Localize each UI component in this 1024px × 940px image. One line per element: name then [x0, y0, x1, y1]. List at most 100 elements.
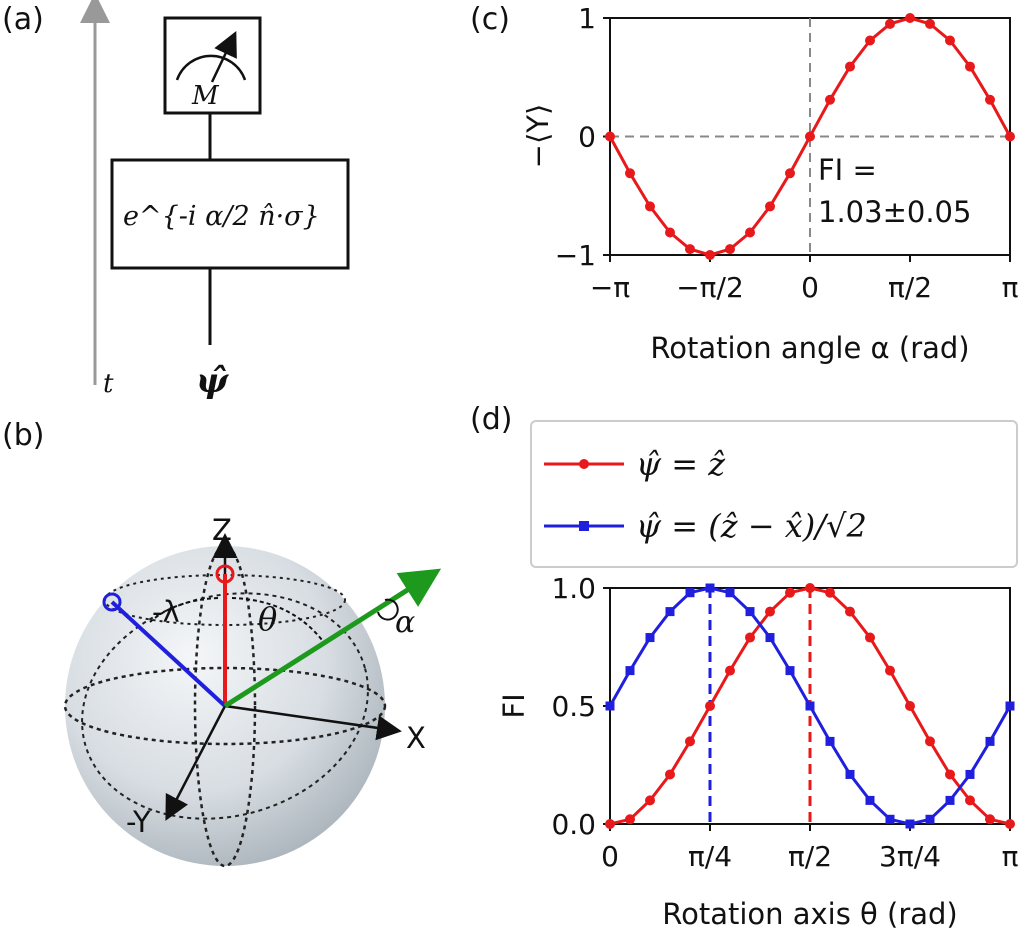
chart-d-point [664, 769, 675, 780]
chart-d-xtick-label: π/2 [788, 840, 832, 873]
chart-d-point [845, 769, 855, 779]
time-label: t [103, 369, 114, 399]
chart-d-ylabel: FI [497, 693, 531, 718]
chart-d-ytick-label: 0.0 [551, 808, 596, 841]
chart-c-xtick-label: −π [590, 271, 630, 304]
chart-d-point [645, 633, 655, 643]
chart-c-point [925, 18, 936, 29]
legend-red-marker [579, 459, 589, 469]
chart-d-ytick-label: 1.0 [551, 572, 596, 605]
meridian-1 [193, 544, 257, 868]
chart-c-point [765, 201, 776, 212]
chart-c-point [725, 244, 736, 255]
chart-d-xlabel: Rotation axis θ (rad) [662, 897, 958, 931]
chart-d-point [764, 606, 775, 617]
chart-d-point [605, 701, 615, 711]
chart-d-point [984, 814, 995, 825]
chart-c-ytick-label: 0 [578, 121, 596, 154]
legend-red-label: ψ̂ = ẑ [636, 445, 726, 483]
chart-d-point [625, 666, 635, 676]
alpha-rotation-icon [377, 598, 399, 621]
chart-d: 0 π/4 π/2 3π/4 π 1.0 0.5 0.0 FI Rotation axis θ… [497, 572, 1019, 931]
gate-box [110, 158, 350, 270]
chart-c-point [805, 131, 815, 142]
input-state-label: ψ̂ [196, 361, 229, 401]
chart-c-xtick-label: 0 [801, 271, 819, 304]
chart-d-point [805, 583, 815, 593]
circuit-diagram: t M e^{-i α/2 n̂·σ} ψ̂ [80, 0, 350, 401]
chart-d-point [784, 587, 795, 598]
chart-c-annotation-line1: FI = [818, 153, 877, 187]
legend-blue-marker [579, 521, 589, 531]
chart-d-point [705, 701, 715, 711]
chart-d-point [865, 795, 875, 805]
chart-d-point [925, 736, 936, 747]
chart-d-point [925, 814, 935, 824]
chart-d-xtick-label: π [1002, 840, 1019, 873]
chart-d-series [605, 583, 1015, 829]
x-axis [224, 704, 402, 741]
meter-icon [175, 30, 247, 83]
chart-d-xtick-label: 3π/4 [879, 840, 941, 873]
lambda-label: -λ [152, 595, 180, 629]
meter-box [163, 16, 262, 115]
chart-c-ylabel: −⟨Y⟩ [521, 104, 555, 169]
chart-d-point [665, 607, 675, 617]
bloch-sphere: Z X -Y -λ θ α [63, 513, 442, 868]
chart-c-point [884, 18, 895, 29]
chart-d-point [1005, 701, 1015, 711]
chart-c-point [744, 227, 755, 238]
alpha-label: α [395, 605, 415, 640]
rotation-axis-vector [223, 568, 442, 709]
legend-blue-label: ψ̂ = (ẑ − x̂)/√2 [636, 507, 867, 545]
blue-state-point [102, 592, 122, 612]
chart-c-xtick-label: −π/2 [676, 271, 744, 304]
chart-d-point [785, 666, 795, 676]
chart-d-legend: ψ̂ = ẑ ψ̂ = (ẑ − x̂)/√2 [530, 420, 1018, 568]
chart-d-point [864, 632, 875, 643]
blue-state-vector [110, 600, 227, 708]
red-state-point [215, 564, 235, 584]
chart-c-annotation-bg [812, 150, 1008, 232]
chart-d-point [945, 795, 955, 805]
panel-label-d: (d) [470, 402, 513, 437]
chart-d-point [745, 632, 756, 643]
chart-c-ticks: −π −π/2 0 π/2 π 1 0 −1 [555, 2, 1019, 304]
chart-c-xtick-label: π [1002, 271, 1019, 304]
chart-d-point [684, 736, 695, 747]
chart-d-ytick-label: 0.5 [551, 690, 596, 723]
chart-d-point [645, 795, 656, 806]
chart-d-point [705, 583, 715, 593]
chart-d-xtick-label: π/4 [688, 840, 732, 873]
chart-d-point [845, 606, 856, 617]
chart-c-point [825, 94, 836, 105]
chart-c: −π −π/2 0 π/2 π 1 0 −1 FI = 1.03±0.05 −⟨Y⟩ Rota… [521, 2, 1019, 365]
chart-c-point [984, 94, 995, 105]
chart-d-point [685, 588, 695, 598]
chart-d-xtick-label: 0 [601, 840, 619, 873]
chart-c-point [865, 35, 876, 46]
chart-c-point [625, 168, 636, 179]
chart-d-point [745, 607, 755, 617]
chart-c-ytick-label: 1 [578, 2, 596, 35]
chart-d-point [725, 588, 735, 598]
chart-c-point [905, 13, 915, 23]
x-label: X [406, 721, 426, 755]
chart-d-point [965, 769, 975, 779]
chart-d-point [945, 769, 956, 780]
chart-d-point [625, 814, 636, 825]
chart-d-ticks: 0 π/4 π/2 3π/4 π 1.0 0.5 0.0 [551, 572, 1018, 873]
theta-arc [231, 597, 323, 641]
chart-d-point [825, 587, 836, 598]
chart-d-point [884, 665, 895, 676]
chart-c-point [784, 168, 795, 179]
chart-c-point [684, 244, 695, 255]
chart-d-point [1005, 819, 1015, 829]
y-axis [165, 705, 227, 821]
chart-d-point [964, 795, 975, 806]
gate-formula: e^{-i α/2 n̂·σ} [123, 201, 320, 232]
chart-d-point [605, 819, 615, 829]
y-label: -Y [126, 805, 151, 839]
chart-c-point [644, 201, 655, 212]
